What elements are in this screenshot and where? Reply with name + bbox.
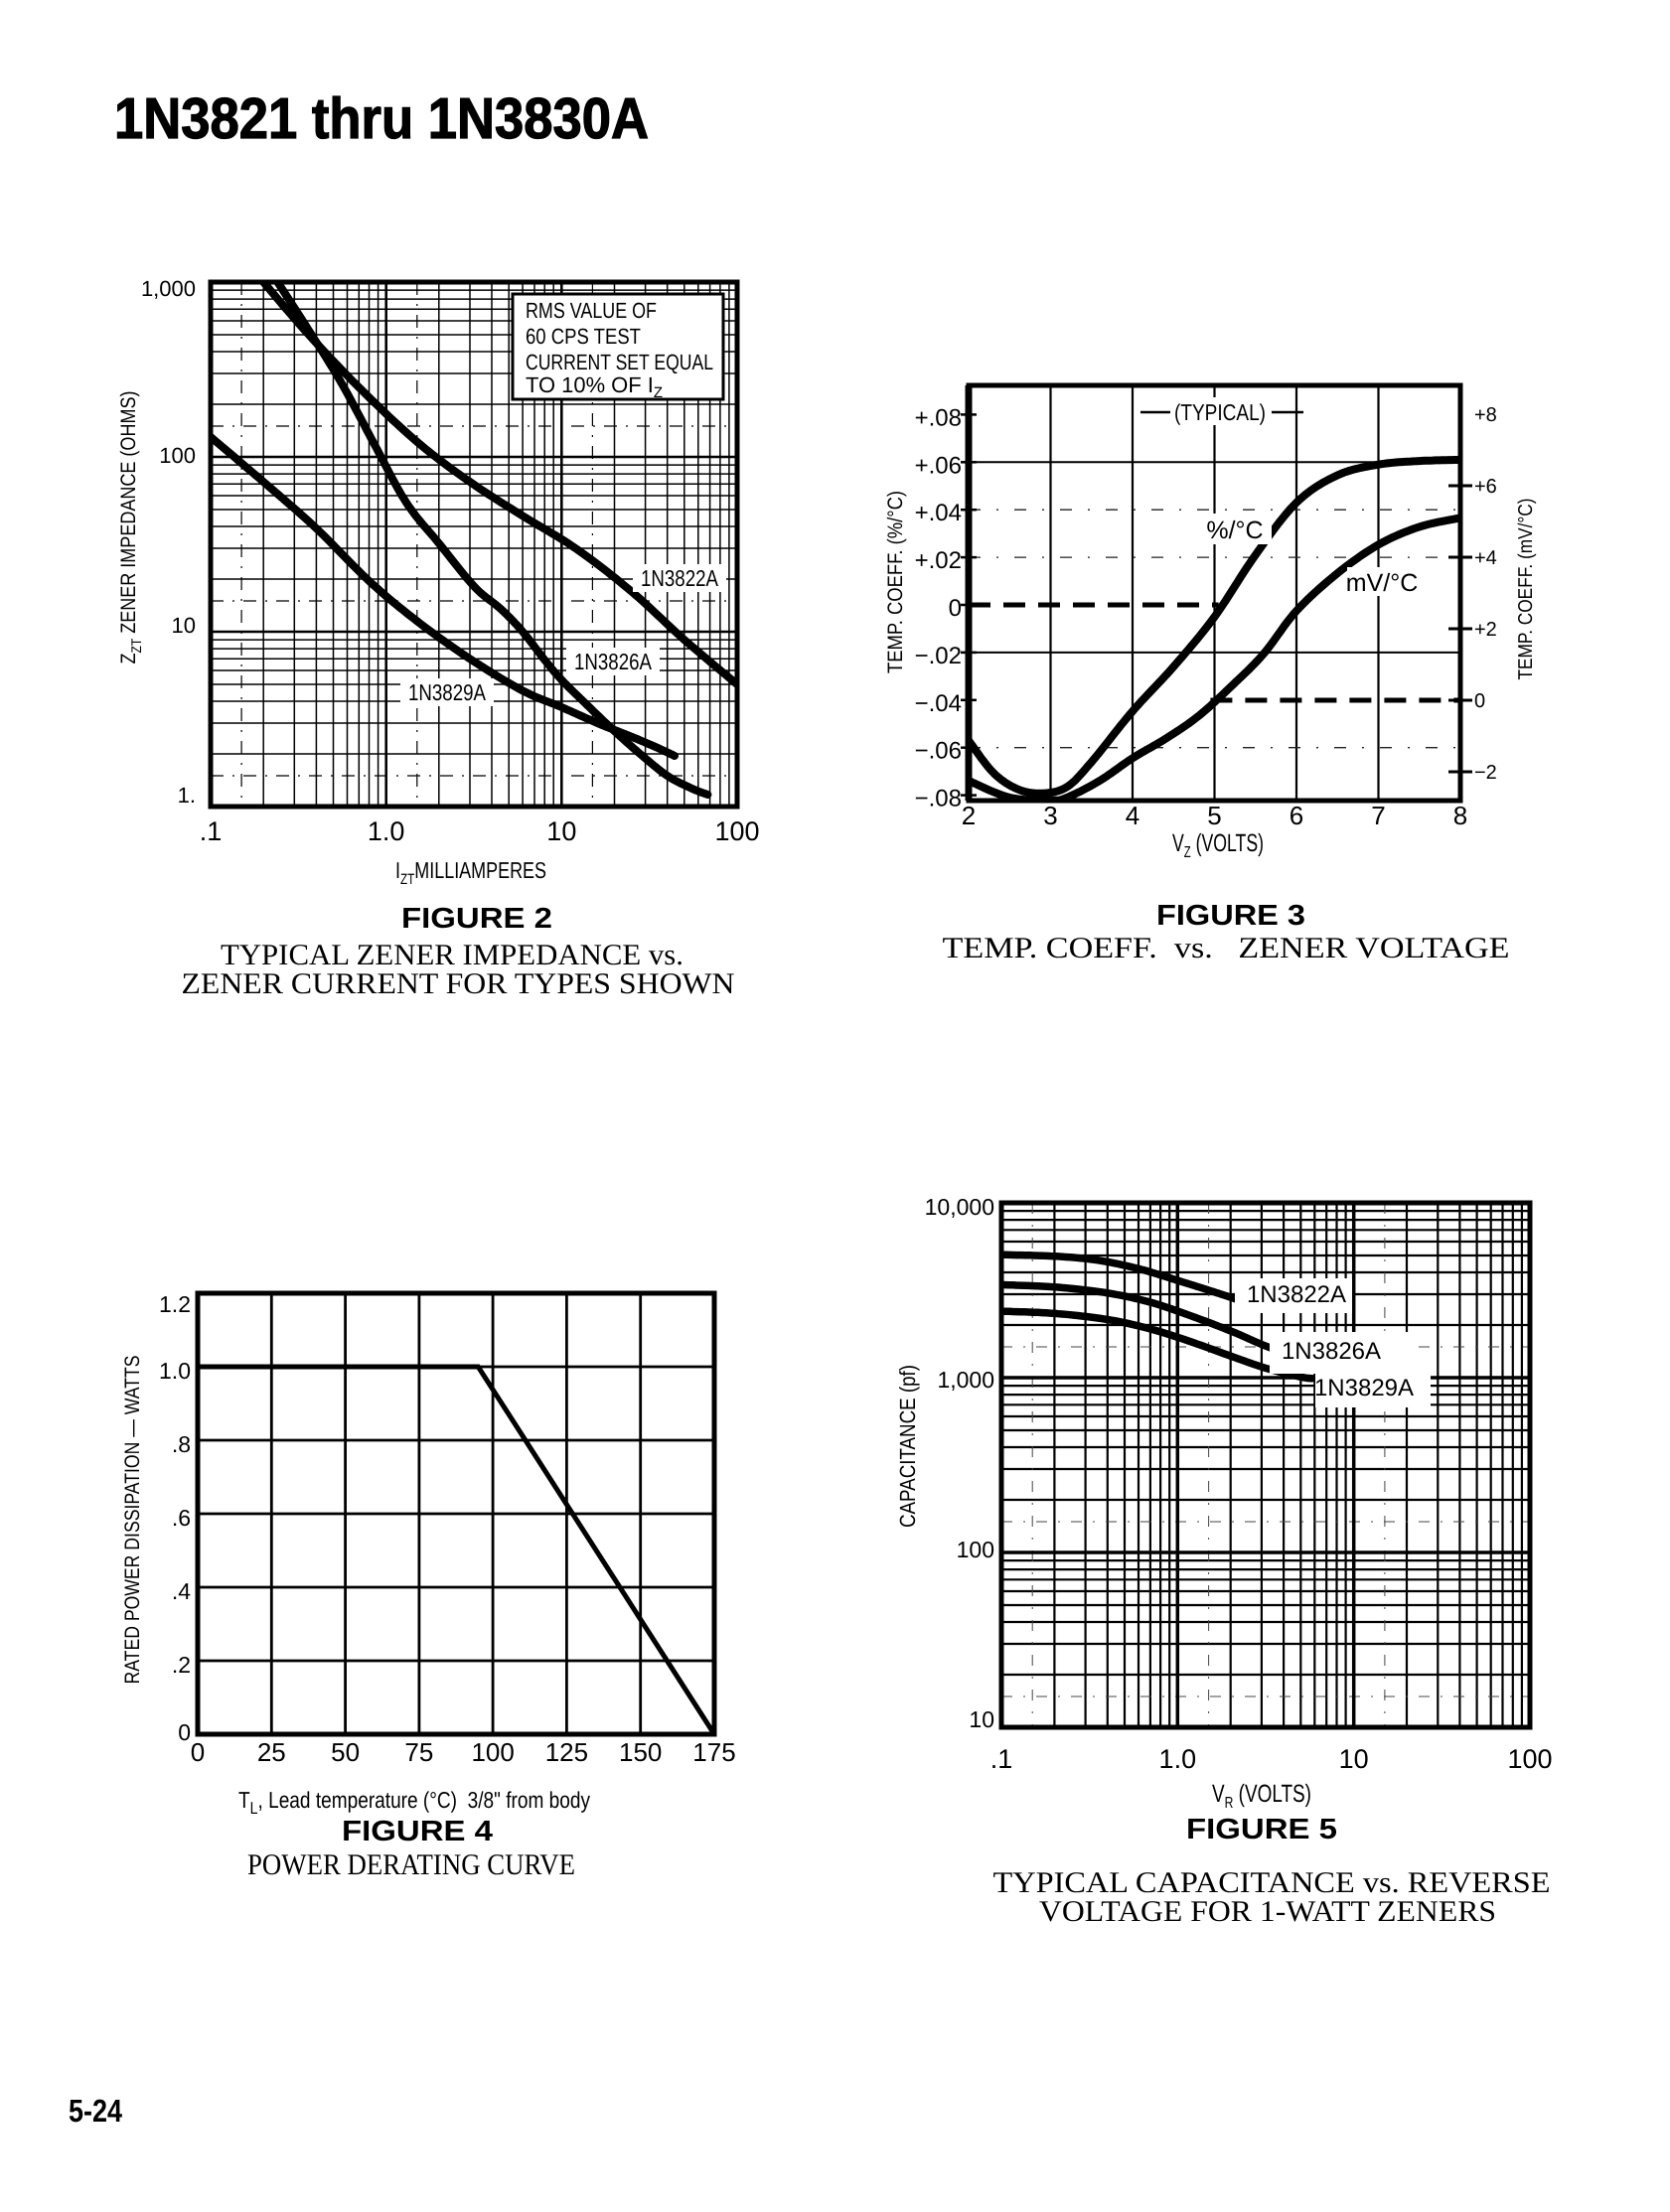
svg-text:10: 10 [546, 816, 576, 846]
svg-text:.1: .1 [200, 816, 223, 846]
svg-text:100: 100 [714, 816, 759, 846]
svg-text:.6: .6 [172, 1505, 191, 1531]
svg-text:100: 100 [471, 1737, 514, 1767]
svg-text:0: 0 [178, 1719, 191, 1745]
svg-text:−.06: −.06 [915, 738, 962, 765]
svg-text:VZ (VOLTS): VZ (VOLTS) [1172, 829, 1264, 861]
svg-text:0: 0 [1474, 690, 1485, 712]
svg-text:10: 10 [172, 613, 196, 638]
svg-text:FIGURE 5: FIGURE 5 [1186, 1814, 1337, 1845]
svg-text:1N3822A: 1N3822A [1247, 1281, 1346, 1308]
svg-text:TO 10% OF IZ: TO 10% OF IZ [526, 372, 663, 401]
svg-text:−.02: −.02 [915, 643, 962, 669]
svg-text:+.02: +.02 [915, 547, 962, 574]
svg-text:RATED POWER DISSIPATION — WATT: RATED POWER DISSIPATION — WATTS [121, 1356, 144, 1685]
svg-text:75: 75 [404, 1737, 433, 1767]
svg-text:2: 2 [962, 801, 976, 830]
svg-text:1.0: 1.0 [1159, 1744, 1197, 1774]
svg-text:FIGURE 2: FIGURE 2 [401, 903, 552, 935]
svg-text:ZENER CURRENT FOR TYPES SHOWN: ZENER CURRENT FOR TYPES SHOWN [182, 967, 735, 1000]
svg-text:1N3821 thru 1N3830A: 1N3821 thru 1N3830A [114, 86, 649, 151]
svg-text:ZZT ZENER IMPEDANCE (OHMS): ZZT ZENER IMPEDANCE (OHMS) [117, 391, 144, 664]
svg-text:−.04: −.04 [915, 690, 962, 717]
svg-text:+4: +4 [1474, 547, 1497, 569]
svg-text:1.0: 1.0 [368, 816, 405, 846]
svg-text:mV/°C: mV/°C [1346, 569, 1419, 597]
svg-text:TEMP. COEFF. (mV/°C): TEMP. COEFF. (mV/°C) [1515, 499, 1537, 680]
svg-text:60 CPS TEST: 60 CPS TEST [526, 324, 641, 349]
svg-text:1.2: 1.2 [159, 1291, 191, 1317]
svg-text:10: 10 [969, 1706, 994, 1732]
svg-text:8: 8 [1453, 801, 1467, 830]
svg-text:+.08: +.08 [915, 404, 962, 431]
svg-text:.1: .1 [990, 1744, 1013, 1774]
svg-text:TYPICAL ZENER IMPEDANCE vs.: TYPICAL ZENER IMPEDANCE vs. [221, 939, 683, 971]
svg-text:0: 0 [191, 1737, 205, 1767]
svg-text:POWER DERATING CURVE: POWER DERATING CURVE [247, 1848, 575, 1881]
svg-text:VOLTAGE FOR 1-WATT ZENERS: VOLTAGE FOR 1-WATT ZENERS [1039, 1895, 1496, 1928]
svg-text:RMS VALUE OF: RMS VALUE OF [526, 298, 657, 323]
svg-text:−2: −2 [1474, 762, 1497, 784]
svg-text:+2: +2 [1474, 619, 1497, 641]
svg-text:1N3829A: 1N3829A [408, 679, 487, 705]
svg-text:1,000: 1,000 [937, 1367, 994, 1393]
svg-text:+6: +6 [1474, 476, 1497, 498]
svg-text:+.06: +.06 [915, 452, 962, 479]
svg-text:10: 10 [1339, 1744, 1369, 1774]
svg-text:TEMP. COEFF. (%/°C): TEMP. COEFF. (%/°C) [884, 491, 907, 673]
svg-text:5: 5 [1207, 801, 1221, 830]
svg-text:1N3829A: 1N3829A [1314, 1375, 1414, 1401]
svg-text:−.08: −.08 [915, 786, 962, 812]
svg-text:7: 7 [1371, 801, 1385, 830]
svg-text:125: 125 [545, 1737, 588, 1767]
svg-text:.2: .2 [172, 1652, 191, 1678]
svg-text:1N3826A: 1N3826A [574, 649, 653, 674]
svg-text:CAPACITANCE (pf): CAPACITANCE (pf) [895, 1365, 920, 1528]
svg-text:5-24: 5-24 [69, 2093, 122, 2129]
svg-text:1.: 1. [178, 783, 196, 808]
svg-text:FIGURE 3: FIGURE 3 [1156, 900, 1305, 932]
svg-text:6: 6 [1290, 801, 1303, 830]
svg-text:%/°C: %/°C [1206, 516, 1263, 544]
svg-text:IZTMILLIAMPERES: IZTMILLIAMPERES [395, 857, 546, 888]
svg-text:3: 3 [1043, 801, 1057, 830]
svg-text:1N3826A: 1N3826A [1282, 1338, 1381, 1365]
svg-text:100: 100 [957, 1537, 994, 1562]
svg-text:VR (VOLTS): VR (VOLTS) [1212, 1780, 1311, 1812]
svg-text:1N3822A: 1N3822A [641, 565, 719, 591]
svg-text:50: 50 [331, 1737, 360, 1767]
svg-text:TL, Lead temperature (°C) 3/8: TL, Lead temperature (°C) 3/8" from body [238, 1787, 590, 1818]
svg-text:0: 0 [949, 595, 962, 622]
svg-text:+8: +8 [1474, 404, 1497, 426]
svg-text:25: 25 [257, 1737, 286, 1767]
svg-text:FIGURE 4: FIGURE 4 [342, 1816, 493, 1847]
svg-text:4: 4 [1126, 801, 1139, 830]
svg-text:1,000: 1,000 [141, 276, 196, 301]
svg-text:10,000: 10,000 [925, 1194, 994, 1220]
svg-text:TYPICAL CAPACITANCE vs. REVERS: TYPICAL CAPACITANCE vs. REVERSE [993, 1866, 1551, 1899]
svg-text:+.04: +.04 [915, 500, 962, 526]
svg-text:(TYPICAL): (TYPICAL) [1174, 399, 1266, 425]
svg-text:175: 175 [692, 1737, 735, 1767]
svg-text:TEMP. COEFF. vs. ZENER VOLT: TEMP. COEFF. vs. ZENER VOLTAGE [943, 932, 1510, 964]
svg-text:100: 100 [159, 443, 196, 468]
svg-text:.4: .4 [172, 1578, 191, 1604]
svg-text:100: 100 [1507, 1744, 1552, 1774]
svg-text:1.0: 1.0 [159, 1358, 191, 1384]
svg-text:.8: .8 [172, 1431, 191, 1457]
svg-text:CURRENT SET EQUAL: CURRENT SET EQUAL [526, 350, 713, 374]
svg-text:150: 150 [619, 1737, 662, 1767]
